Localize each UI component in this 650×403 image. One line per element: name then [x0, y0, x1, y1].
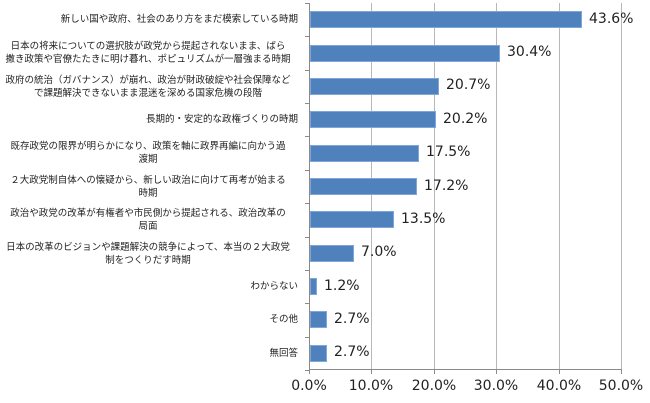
- value-label: 2.7%: [334, 311, 370, 327]
- bar: [310, 211, 394, 228]
- category-label-line: 渡期: [138, 153, 158, 165]
- category-label: わからない: [0, 270, 298, 303]
- x-tick-label: 30.0%: [473, 378, 519, 394]
- category-label-line: 撒き政策や官僚たたきに明け暮れ、ポピュリズムが一層強まる時期: [5, 53, 291, 65]
- y-tick-mark: [305, 103, 309, 104]
- category-label: 既存政党の限界が明らかになり、政策を軸に政界再編に向かう過 渡期: [0, 136, 298, 169]
- category-label-line: 政府の統治（ガバナンス）が崩れ、政治が財政破綻や社会保障など: [5, 74, 291, 86]
- category-label: その他: [0, 303, 298, 336]
- y-tick-mark: [305, 370, 309, 371]
- y-tick-mark: [305, 203, 309, 204]
- value-label: 17.5%: [426, 144, 471, 160]
- value-label: 13.5%: [401, 211, 446, 227]
- value-label: 17.2%: [424, 178, 469, 194]
- x-tick-mark: [309, 369, 310, 374]
- gridline: [434, 3, 435, 370]
- value-label: 20.7%: [446, 77, 491, 93]
- bar: [310, 278, 317, 295]
- category-label-line: 既存政党の限界が明らかになり、政策を軸に政界再編に向かう過: [10, 140, 286, 152]
- bar: [310, 178, 417, 195]
- y-tick-mark: [305, 36, 309, 37]
- bar: [310, 45, 500, 62]
- category-label-line: 局面: [138, 220, 158, 232]
- x-tick-mark: [621, 369, 622, 374]
- value-label: 7.0%: [361, 244, 397, 260]
- bar: [310, 11, 582, 28]
- category-label-line: 日本の改革のビジョンや課題解決の競争によって、本当の２大政党: [6, 241, 290, 253]
- category-label-line: わからない: [250, 281, 298, 292]
- category-label: 長期的・安定的な政権づくりの時期: [0, 103, 298, 136]
- bar: [310, 311, 327, 328]
- category-label: ２大政党制自体への懐疑から、新しい政治に向けて再考が始まる 時期: [0, 170, 298, 203]
- y-tick-mark: [305, 70, 309, 71]
- category-label-line: で課題解決できないまま混迷を深める国家危機の段階: [33, 87, 262, 99]
- y-tick-mark: [305, 170, 309, 171]
- y-tick-mark: [305, 136, 309, 137]
- category-label: 無回答: [0, 337, 298, 370]
- y-tick-mark: [305, 303, 309, 304]
- category-label-line: 制をつくりだす時期: [105, 254, 191, 266]
- bar: [310, 145, 419, 162]
- category-label-line: 新しい国や政府、社会のあり方をまだ模索している時期: [60, 14, 298, 25]
- x-tick-label: 40.0%: [536, 378, 582, 394]
- category-label-line: ２大政党制自体への懐疑から、新しい政治に向けて再考が始まる: [10, 174, 286, 186]
- category-label: 日本の改革のビジョンや課題解決の競争によって、本当の２大政党 制をつくりだす時期: [0, 237, 298, 270]
- value-label: 30.4%: [507, 44, 552, 60]
- x-tick-label: 10.0%: [348, 378, 394, 394]
- y-tick-mark: [305, 337, 309, 338]
- bar: [310, 78, 439, 95]
- category-label: 日本の将来についての選択肢が政党から提起されないまま、ばら 撒き政策や官僚たたきに…: [0, 36, 298, 69]
- category-axis: [309, 3, 310, 370]
- value-label: 20.2%: [443, 111, 488, 127]
- x-tick-mark: [559, 369, 560, 374]
- category-label: 政府の統治（ガバナンス）が崩れ、政治が財政破綻や社会保障など で課題解決できないま…: [0, 70, 298, 103]
- y-tick-mark: [305, 270, 309, 271]
- bar: [310, 245, 354, 262]
- category-label-line: 日本の将来についての選択肢が政党から提起されないまま、ばら: [10, 40, 286, 52]
- value-label: 2.7%: [334, 344, 370, 360]
- x-tick-mark: [371, 369, 372, 374]
- y-tick-mark: [305, 237, 309, 238]
- x-tick-mark: [434, 369, 435, 374]
- category-label-line: 政治や政党の改革が有権者や市民側から提起される、政治改革の: [10, 207, 286, 219]
- x-tick-mark: [496, 369, 497, 374]
- bar: [310, 111, 436, 128]
- bar: [310, 345, 327, 362]
- value-label: 1.2%: [324, 278, 360, 294]
- category-label-line: その他: [269, 314, 298, 325]
- value-axis: [309, 369, 622, 370]
- gridline: [621, 3, 622, 370]
- x-tick-label: 20.0%: [411, 378, 457, 394]
- category-label-line: 無回答: [269, 348, 298, 359]
- y-tick-mark: [305, 3, 309, 4]
- gridline: [496, 3, 497, 370]
- category-label-line: 時期: [138, 187, 158, 199]
- gridline: [559, 3, 560, 370]
- x-tick-label: 50.0%: [598, 378, 644, 394]
- category-label: 新しい国や政府、社会のあり方をまだ模索している時期: [0, 3, 298, 36]
- category-label: 政治や政党の改革が有権者や市民側から提起される、政治改革の 局面: [0, 203, 298, 236]
- x-tick-label: 0.0%: [291, 378, 327, 394]
- value-label: 43.6%: [589, 11, 634, 27]
- category-label-line: 長期的・安定的な政権づくりの時期: [145, 114, 298, 125]
